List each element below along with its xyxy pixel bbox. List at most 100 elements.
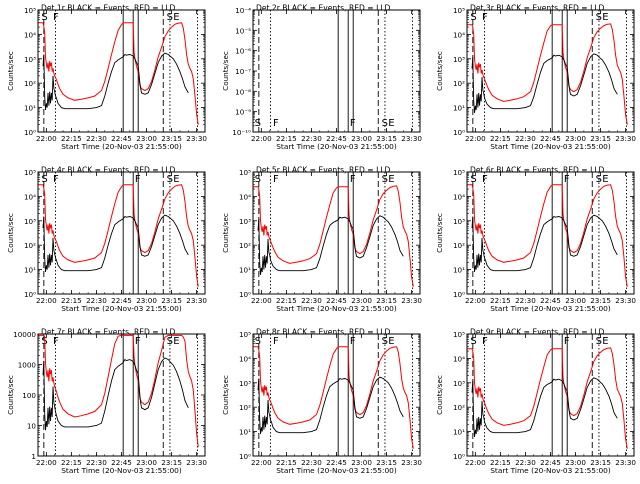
x-tick-label: 22:15 [276, 134, 297, 143]
y-tick-label: 10⁰ [453, 290, 465, 299]
marker-label-s: S [382, 336, 388, 347]
x-tick-label: 22:45 [326, 134, 347, 143]
detector-panel-1: Det 1r BLACK = Events, RED = LLD 10⁰ 10¹ 10… [6, 4, 207, 152]
marker-label-e: E [388, 174, 394, 185]
y-tick-label: 10⁻⁷ [235, 67, 251, 76]
x-axis-label: Start Time (20-Nov-03 21:55:00) [276, 304, 397, 313]
marker-label-e: E [173, 12, 179, 23]
y-tick-label: 10⁵ [239, 330, 251, 339]
marker-label-e: E [388, 118, 394, 129]
marker-label-s: S [470, 336, 476, 347]
y-tick-label: 10⁴ [453, 354, 465, 363]
y-tick-label: 10⁰ [239, 452, 251, 461]
x-tick-label: 22:00 [251, 458, 272, 467]
lld-series-line [467, 347, 628, 449]
x-tick-label: 23:00 [565, 458, 586, 467]
x-tick-label: 22:45 [111, 134, 132, 143]
x-tick-label: 22:15 [276, 458, 297, 467]
marker-label-s: S [596, 336, 602, 347]
y-tick-label: 10⁻⁹ [235, 108, 251, 117]
x-tick-label: 23:30 [186, 458, 207, 467]
marker-label-f: F [350, 118, 356, 129]
y-tick-label: 10³ [24, 55, 36, 64]
plot-frame [466, 171, 635, 295]
y-tick-label: 10² [239, 241, 251, 250]
x-tick-label: 23:00 [351, 458, 372, 467]
x-tick-label: 23:15 [590, 296, 611, 305]
y-tick-label: 10² [453, 241, 465, 250]
x-tick-label: 22:00 [36, 458, 57, 467]
x-tick-label: 22:00 [465, 134, 486, 143]
marker-label-f: F [564, 174, 570, 185]
x-axis-label: Start Time (20-Nov-03 21:55:00) [490, 304, 611, 313]
marker-label-f: F [564, 336, 570, 347]
lld-series-line [253, 185, 414, 287]
plot-frame [37, 9, 206, 133]
x-tick-label: 23:15 [376, 134, 397, 143]
x-axis-label: Start Time (20-Nov-03 21:55:00) [276, 142, 397, 151]
x-tick-label: 23:30 [401, 458, 422, 467]
y-axis-label: Counts/sec [221, 51, 230, 91]
x-tick-label: 22:00 [36, 296, 57, 305]
marker-label-f: F [350, 336, 356, 347]
x-tick-label: 22:45 [326, 458, 347, 467]
y-tick-label: 100 [22, 391, 36, 400]
plot-frame [252, 171, 421, 295]
y-tick-label: 10² [453, 403, 465, 412]
detector-panel-7: Det 7r BLACK = Events, RED = LLD 1 10 100 10… [6, 328, 207, 476]
marker-label-s: S [596, 174, 602, 185]
y-tick-label: 10² [24, 241, 36, 250]
y-tick-label: 10¹ [24, 104, 36, 113]
x-tick-label: 23:15 [590, 458, 611, 467]
x-tick-label: 23:00 [136, 134, 157, 143]
marker-label-f: F [135, 174, 141, 185]
detector-panel-4: Det 4r BLACK = Events, RED = LLD 10⁰ 10¹ 10… [6, 166, 207, 314]
panel-title: Det 8r BLACK = Events, RED = LLD [256, 328, 391, 337]
marker-label-f: F [135, 336, 141, 347]
detector-panel-9: Det 9r BLACK = Events, RED = LLD 10⁰ 10¹ 10… [435, 328, 636, 476]
y-axis-label: Counts/sec [435, 213, 444, 253]
x-tick-label: 22:15 [490, 296, 511, 305]
y-tick-label: 10⁻¹⁰ [232, 128, 251, 137]
y-axis-label: Counts/sec [6, 51, 15, 91]
y-axis-label: Counts/sec [221, 375, 230, 415]
x-tick-label: 22:30 [301, 458, 322, 467]
events-series-line [257, 215, 404, 276]
y-tick-label: 10¹ [453, 266, 465, 275]
x-tick-label: 22:45 [540, 134, 561, 143]
y-tick-label: 10³ [453, 55, 465, 64]
lld-series-line [467, 184, 628, 287]
x-tick-label: 23:00 [565, 296, 586, 305]
y-tick-label: 10⁰ [24, 290, 36, 299]
y-tick-label: 10⁴ [24, 30, 36, 39]
y-tick-label: 10⁴ [24, 192, 36, 201]
panel-title: Det 3r BLACK = Events, RED = LLD [470, 4, 605, 13]
marker-label-f: F [482, 12, 488, 23]
detector-panel-2: Det 2r BLACK = Events, RED = LLD 10⁻¹⁰ 10⁻… [221, 4, 422, 152]
marker-label-s: S [596, 12, 602, 23]
marker-label-f: F [273, 174, 279, 185]
y-axis-label: Counts/sec [6, 213, 15, 253]
x-axis-label: Start Time (20-Nov-03 21:55:00) [276, 466, 397, 475]
marker-label-f: F [350, 174, 356, 185]
y-tick-label: 10⁰ [24, 128, 36, 137]
events-series-line [257, 376, 404, 435]
x-axis-label: Start Time (20-Nov-03 21:55:00) [61, 466, 182, 475]
panel-title: Det 2r BLACK = Events, RED = LLD [256, 4, 391, 13]
x-tick-label: 22:45 [540, 296, 561, 305]
marker-label-s: S [167, 174, 173, 185]
events-series-line [42, 214, 189, 273]
y-tick-label: 1000 [18, 361, 37, 370]
marker-label-f: F [273, 336, 279, 347]
x-tick-label: 23:30 [615, 296, 636, 305]
x-tick-label: 22:30 [515, 296, 536, 305]
x-tick-label: 22:30 [301, 296, 322, 305]
y-tick-label: 10⁴ [453, 30, 465, 39]
y-tick-label: 10⁵ [453, 168, 465, 177]
events-series-line [471, 214, 618, 273]
x-tick-label: 22:45 [111, 296, 132, 305]
marker-label-e: E [388, 336, 394, 347]
x-tick-label: 23:00 [136, 458, 157, 467]
marker-label-e: E [602, 12, 608, 23]
panel-title: Det 5r BLACK = Events, RED = LLD [256, 166, 391, 175]
